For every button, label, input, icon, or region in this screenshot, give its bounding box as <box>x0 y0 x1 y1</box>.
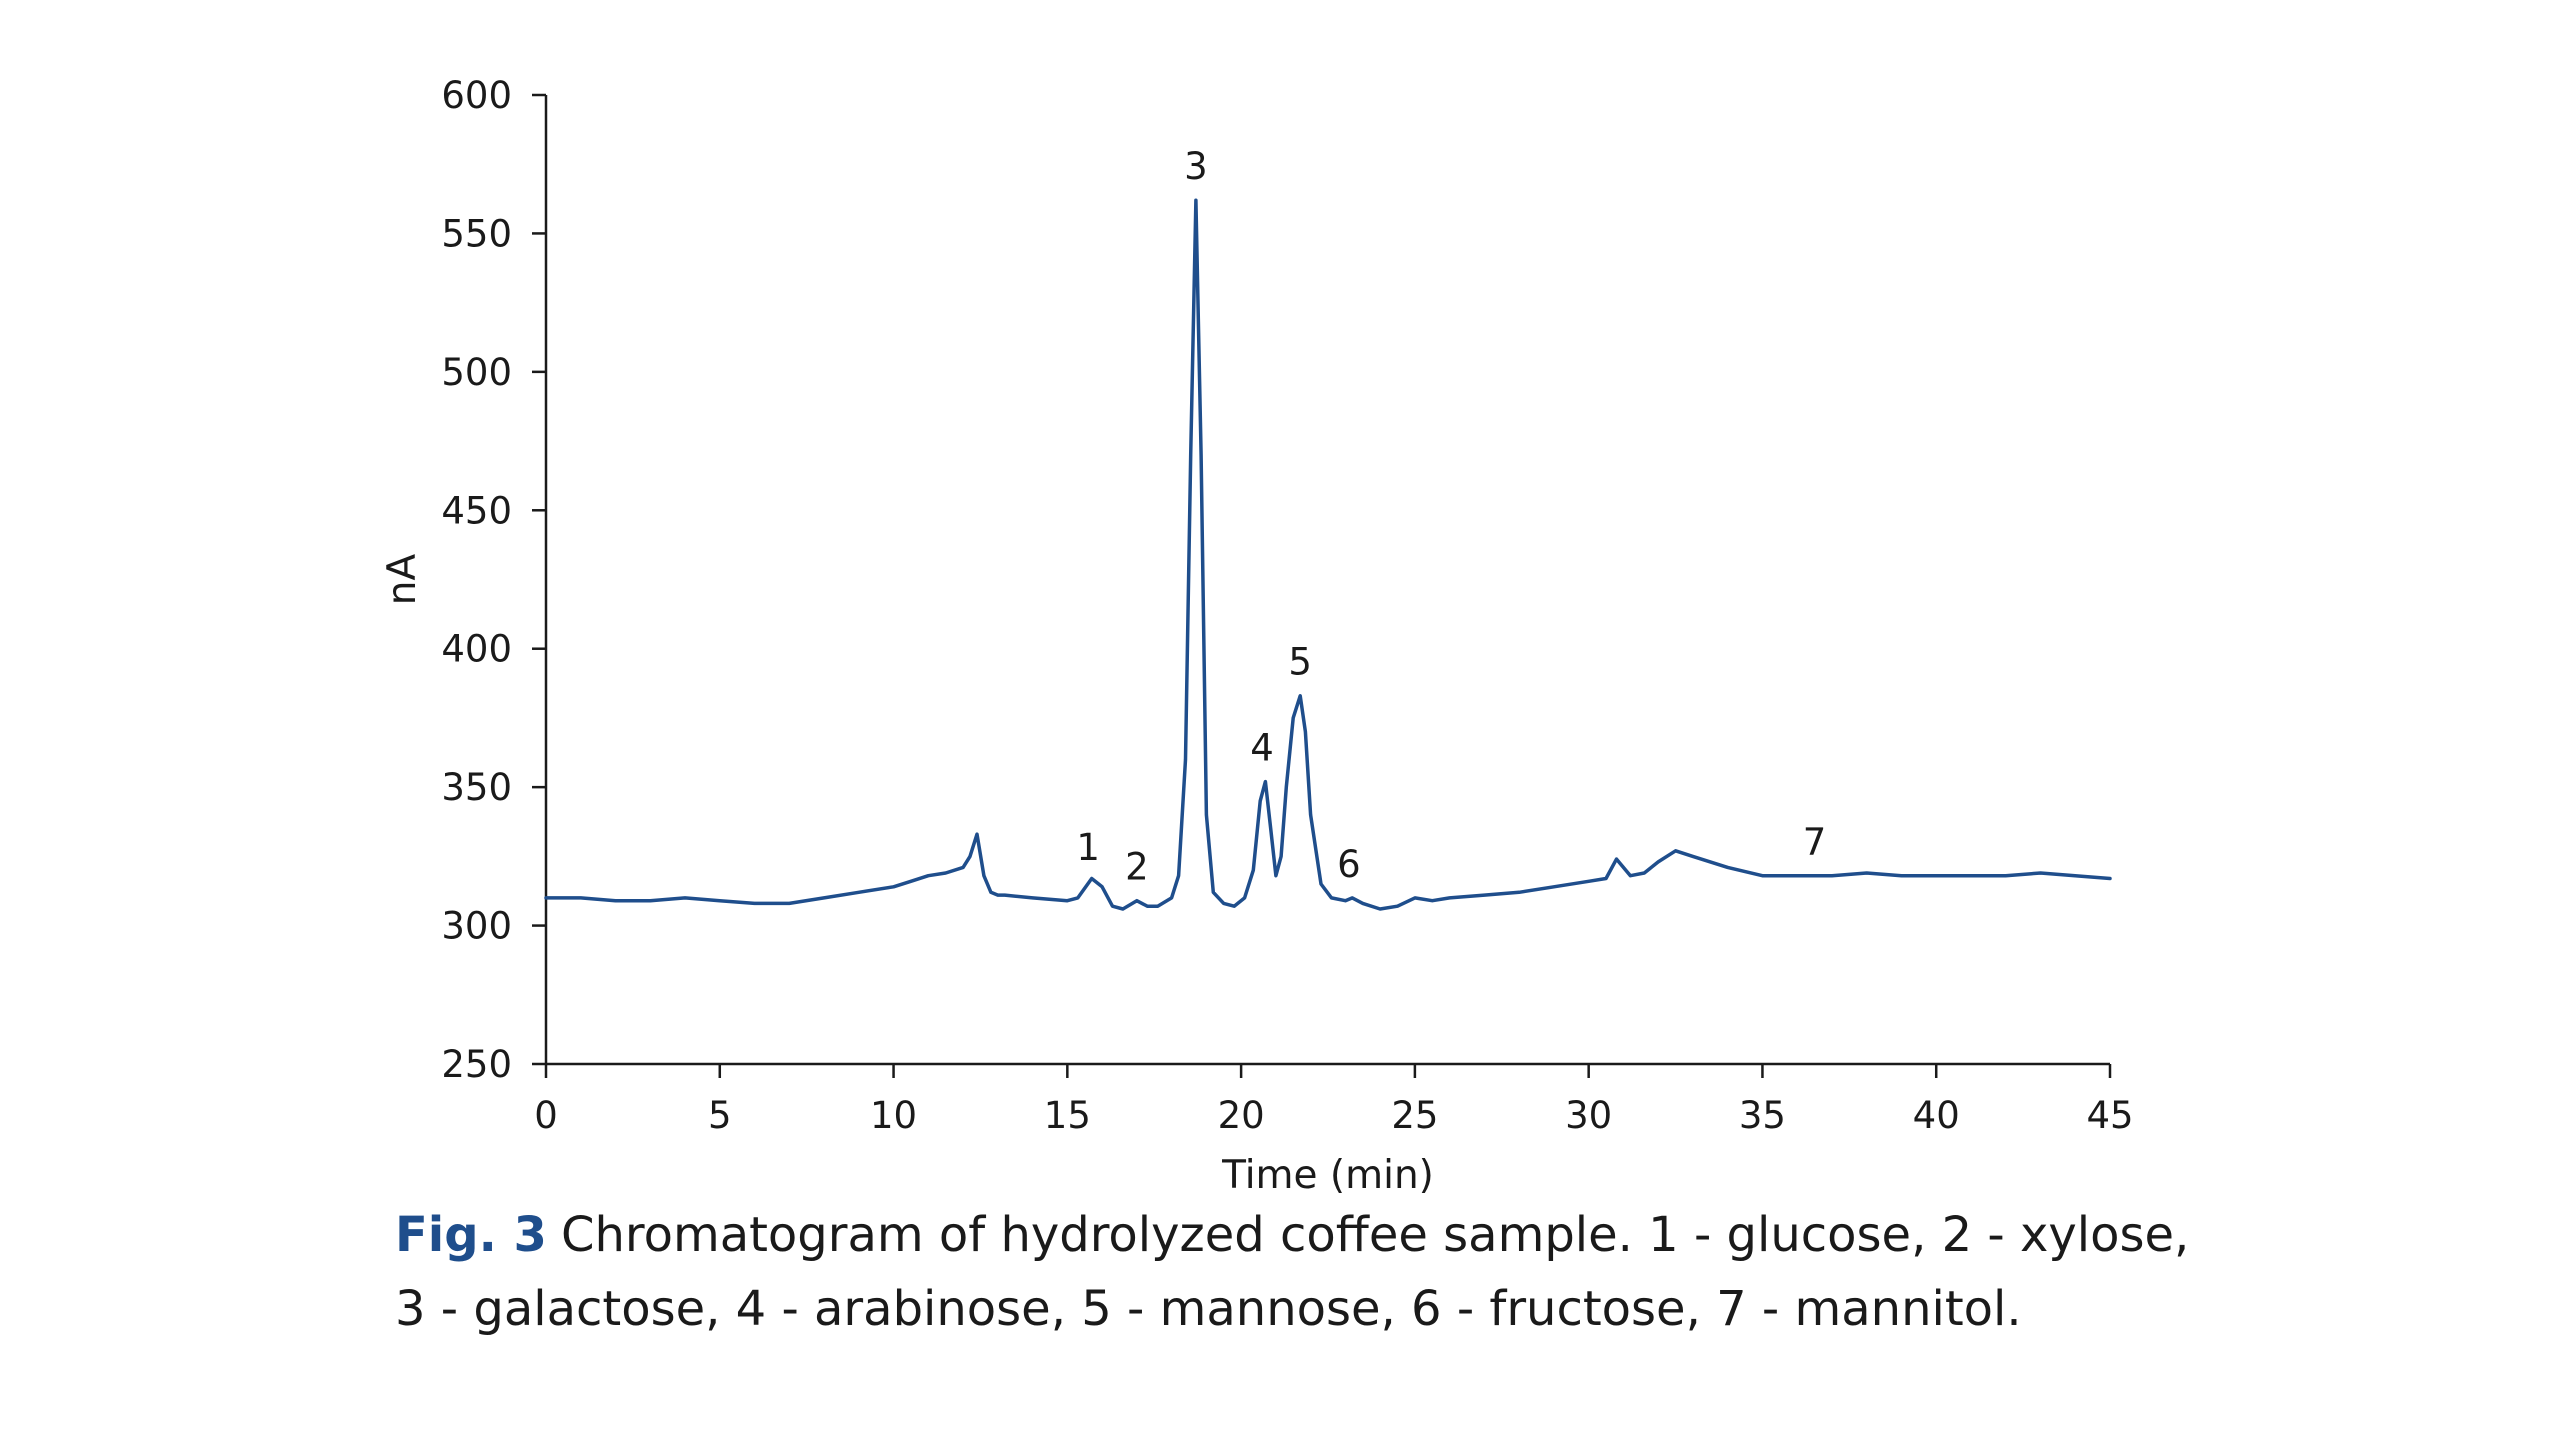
series-line-1 <box>544 198 2112 911</box>
figure-caption-text: Chromatogram of hydrolyzed coffee sample… <box>395 1207 2190 1337</box>
x-tick-label: 10 <box>870 1094 917 1137</box>
x-tick-label: 45 <box>2086 1094 2133 1137</box>
x-tick-label: 25 <box>1391 1094 1438 1137</box>
x-tick-label: 35 <box>1739 1094 1786 1137</box>
peak-label-4: 4 <box>1250 727 1274 770</box>
x-tick-label: 40 <box>1913 1094 1960 1137</box>
peak-label-2: 2 <box>1125 846 1149 889</box>
y-axis-title: nA <box>380 553 425 605</box>
y-tick-label: 250 <box>441 1043 512 1086</box>
y-tick-label: 450 <box>441 489 512 532</box>
figure-caption: Fig. 3 Chromatogram of hydrolyzed coffee … <box>395 1198 2215 1346</box>
peak-annotations: 1 2 3 45 6 7 <box>1076 145 1826 888</box>
x-tick-label: 20 <box>1218 1094 1265 1137</box>
x-tick-label: 15 <box>1044 1094 1091 1137</box>
y-tick-label: 500 <box>441 351 512 394</box>
x-axis-title: Time (min) <box>1221 1153 1434 1198</box>
y-tick-label: 600 <box>441 74 512 117</box>
y-axis-ticks: 250 300 350 400 450 500 550 600 <box>441 74 546 1086</box>
y-tick-label: 300 <box>441 905 512 948</box>
y-tick-label: 550 <box>441 212 512 255</box>
peak-label-6: 6 <box>1337 843 1361 886</box>
x-tick-label: 30 <box>1565 1094 1612 1137</box>
chart-axes <box>544 95 2110 1066</box>
peak-label-7: 7 <box>1803 821 1827 864</box>
x-tick-label: 5 <box>708 1094 732 1137</box>
peak-label-1: 1 <box>1076 826 1100 869</box>
y-tick-label: 350 <box>441 766 512 809</box>
figure-label: Fig. 3 <box>395 1207 547 1263</box>
y-tick-label: 400 <box>441 628 512 671</box>
x-axis-ticks: 0 5 10 15 20 25 30 35 40 45 <box>534 1064 2134 1137</box>
series-layer <box>544 198 2112 911</box>
peak-label-5: 5 <box>1288 641 1312 684</box>
x-tick-label: 0 <box>534 1094 558 1137</box>
peak-label-3: 3 <box>1184 145 1208 188</box>
